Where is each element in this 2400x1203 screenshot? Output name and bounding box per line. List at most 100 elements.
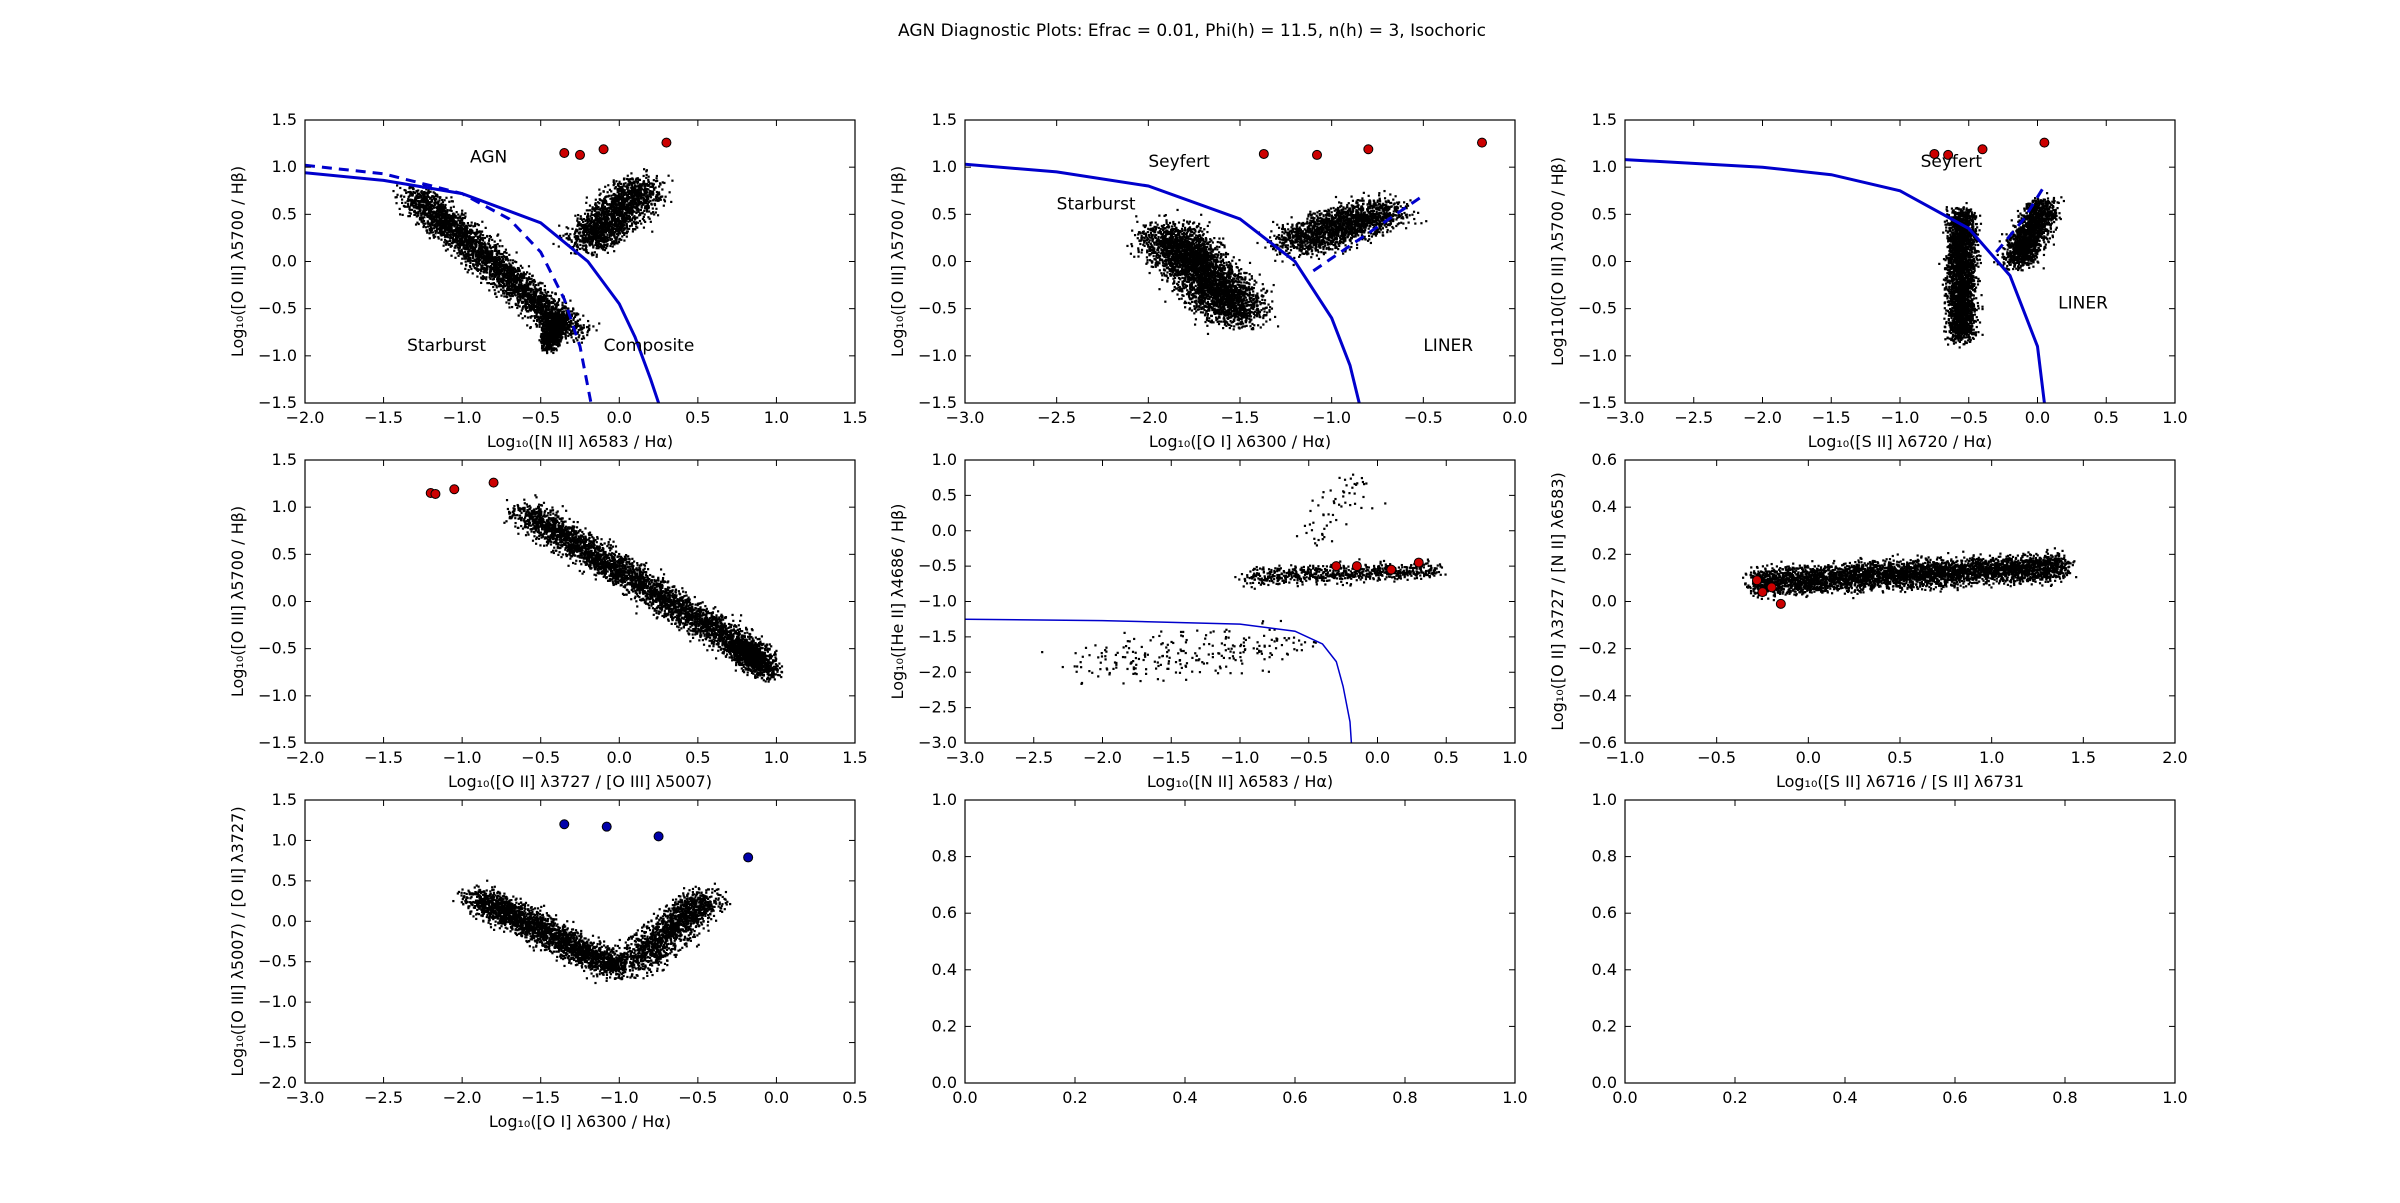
data-point (506, 296, 509, 299)
data-point (512, 268, 515, 271)
data-point (613, 240, 616, 243)
data-point (542, 344, 545, 347)
data-point (470, 229, 473, 232)
data-point (572, 318, 575, 322)
data-point (445, 220, 448, 223)
data-point (638, 178, 641, 181)
data-point (624, 207, 627, 211)
data-point (582, 220, 585, 224)
data-point (413, 213, 416, 216)
data-point (633, 228, 636, 231)
data-point (558, 344, 561, 347)
data-point (547, 303, 550, 306)
data-point (593, 231, 596, 234)
data-point (511, 262, 514, 265)
data-point (542, 293, 545, 297)
data-point (419, 218, 423, 221)
data-point (544, 334, 547, 338)
data-point (446, 226, 449, 229)
data-point (491, 278, 494, 281)
data-point (409, 212, 412, 215)
data-point (530, 308, 534, 311)
data-point (607, 227, 611, 230)
data-point (434, 206, 437, 209)
data-point (558, 324, 561, 328)
data-point (562, 328, 565, 332)
data-point (574, 320, 577, 324)
data-point (544, 306, 548, 309)
data-point (459, 242, 462, 245)
data-point (481, 239, 485, 242)
data-point (570, 239, 573, 242)
data-point (431, 224, 434, 227)
data-point (607, 231, 611, 234)
data-point (552, 329, 555, 332)
data-point (544, 311, 548, 314)
data-point (516, 266, 520, 270)
data-point (480, 251, 484, 254)
data-point (641, 193, 644, 197)
data-point (455, 211, 458, 214)
data-point (496, 267, 499, 270)
data-point (430, 200, 434, 203)
data-point (555, 320, 558, 323)
data-point (417, 212, 420, 215)
data-point (483, 241, 486, 244)
data-point (430, 222, 433, 225)
data-point (516, 306, 519, 310)
data-point (448, 230, 451, 234)
data-point (636, 206, 639, 209)
data-point (534, 290, 537, 293)
data-point (548, 344, 552, 347)
data-point (430, 210, 433, 213)
data-point (429, 207, 432, 211)
data-point (541, 312, 544, 316)
data-point (488, 272, 491, 275)
data-point (425, 188, 428, 191)
data-point (594, 241, 598, 245)
data-point (538, 308, 541, 311)
data-point (457, 232, 461, 236)
data-point (496, 271, 500, 274)
data-point (458, 251, 461, 254)
data-point (565, 311, 568, 314)
data-point (424, 207, 427, 211)
data-point (458, 246, 462, 249)
data-point (446, 240, 449, 243)
data-point (524, 308, 528, 311)
data-point (495, 284, 498, 287)
data-point (414, 191, 417, 194)
data-point (508, 302, 511, 305)
data-point (621, 210, 624, 214)
data-point (553, 343, 556, 346)
data-point (563, 323, 566, 326)
data-point (598, 225, 601, 228)
data-point (508, 265, 511, 268)
data-point (573, 312, 576, 315)
data-point (412, 205, 415, 208)
data-point (603, 216, 606, 219)
data-point (456, 237, 459, 240)
data-point (583, 212, 587, 215)
data-point (552, 349, 555, 352)
data-point (570, 336, 573, 339)
data-point (414, 196, 417, 199)
data-point (443, 216, 446, 219)
data-point (471, 272, 474, 275)
data-point (542, 298, 545, 301)
data-point (506, 265, 509, 269)
data-point (446, 223, 449, 226)
data-point (594, 212, 597, 216)
data-point (447, 236, 450, 239)
data-point (553, 303, 557, 306)
data-point (444, 210, 447, 213)
data-point (565, 313, 568, 316)
data-point (556, 313, 559, 317)
data-point (592, 213, 595, 217)
data-point (420, 190, 423, 194)
data-point (427, 222, 430, 225)
data-point (557, 333, 560, 336)
data-point (411, 203, 414, 207)
data-point (454, 239, 457, 242)
